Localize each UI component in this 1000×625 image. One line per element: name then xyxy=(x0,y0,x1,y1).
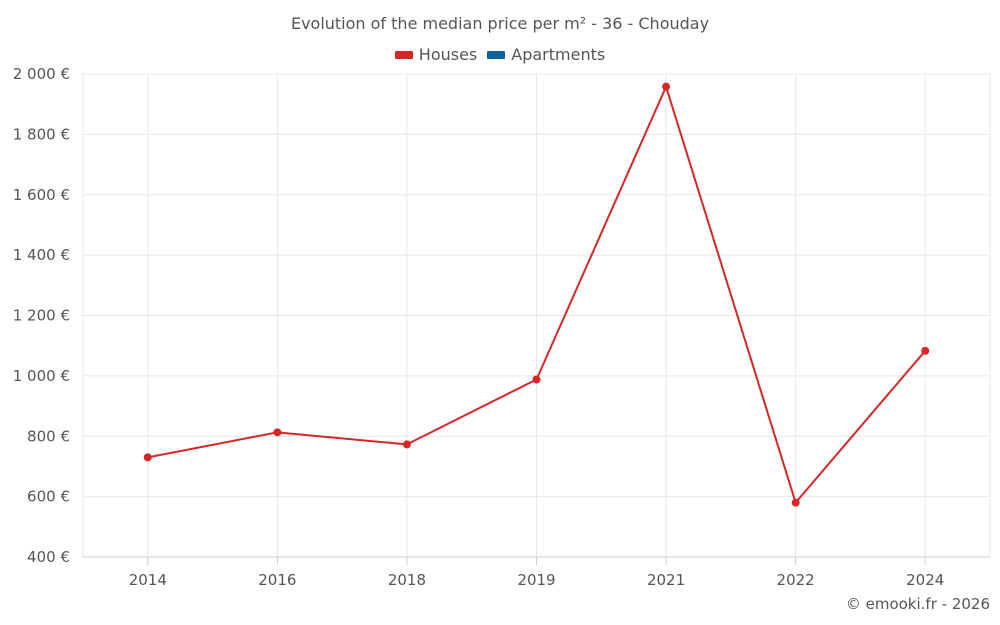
y-tick-label: 1 600 € xyxy=(13,186,70,204)
legend-label-houses: Houses xyxy=(418,45,478,64)
legend-item-apartments[interactable]: Apartments xyxy=(487,45,605,64)
y-tick-label: 400 € xyxy=(27,548,70,566)
data-point-houses xyxy=(402,440,411,449)
legend-label-apartments: Apartments xyxy=(511,45,606,64)
chart-legend: Houses Apartments xyxy=(0,45,1000,64)
footer-credit: © emooki.fr - 2026 xyxy=(845,595,990,613)
y-tick-label: 1 400 € xyxy=(13,246,70,264)
data-point-houses xyxy=(791,498,800,507)
x-tick-label: 2014 xyxy=(129,571,167,589)
y-tick-label: 800 € xyxy=(27,427,70,445)
legend-item-houses[interactable]: Houses xyxy=(394,45,478,64)
y-tick-label: 1 200 € xyxy=(13,307,70,325)
y-tick-label: 1 000 € xyxy=(13,367,70,385)
x-tick-label: 2024 xyxy=(906,571,944,589)
chart-title: Evolution of the median price per m² - 3… xyxy=(290,14,710,33)
x-tick-label: 2021 xyxy=(647,571,685,589)
data-point-houses xyxy=(532,375,541,384)
data-point-houses xyxy=(273,428,282,437)
y-tick-label: 2 000 € xyxy=(13,65,70,83)
x-tick-label: 2018 xyxy=(388,571,426,589)
data-point-houses xyxy=(662,82,671,91)
legend-swatch-houses xyxy=(394,50,413,59)
x-tick-label: 2016 xyxy=(258,571,296,589)
x-tick-label: 2019 xyxy=(517,571,555,589)
data-point-houses xyxy=(143,453,152,462)
legend-swatch-apartments xyxy=(487,50,506,59)
y-tick-label: 600 € xyxy=(27,488,70,506)
x-tick-label: 2022 xyxy=(777,571,815,589)
data-point-houses xyxy=(921,346,930,355)
y-tick-label: 1 800 € xyxy=(13,125,70,143)
